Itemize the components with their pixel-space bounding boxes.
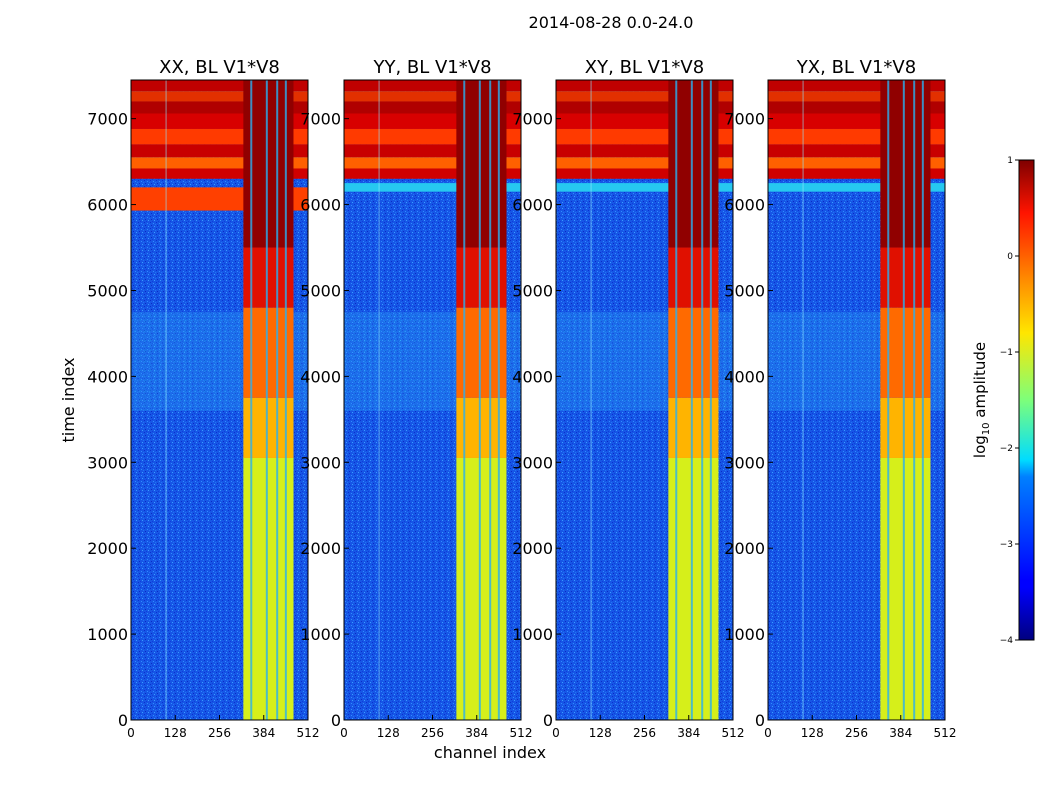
- colorbar: 10−1−2−3−4 log10 amplitude: [971, 156, 1034, 646]
- y-tick-label: 3000: [724, 453, 765, 472]
- panel-4: YX, BL V1*V8 0 128 256 384 512 0 1000 2000 3000 40…: [724, 57, 956, 740]
- y-tick-label: 2000: [300, 539, 341, 558]
- colorbar-tick-label: −1: [1000, 348, 1013, 358]
- colorbar-label-rest: amplitude: [971, 342, 989, 423]
- y-tick-label: 6000: [512, 196, 553, 215]
- panel-title: XX, BL V1*V8: [159, 57, 280, 78]
- y-tick-label: 1000: [300, 625, 341, 644]
- colorbar-label: log10 amplitude: [971, 342, 992, 458]
- x-tick-label: 256: [633, 726, 656, 740]
- y-tick-label: 5000: [87, 281, 128, 300]
- y-tick-label: 6000: [300, 196, 341, 215]
- panel-1: XX, BL V1*V8 0 128 256 384 512 0 1000 2000 3000 40…: [87, 57, 319, 740]
- heatmap-image: [556, 80, 733, 720]
- x-tick-label: 384: [465, 726, 488, 740]
- y-tick-label: 0: [543, 711, 553, 730]
- y-tick-label: 2000: [87, 539, 128, 558]
- heatmap-image: [344, 80, 521, 720]
- y-tick-label: 6000: [724, 196, 765, 215]
- panel-title: YX, BL V1*V8: [796, 57, 916, 78]
- x-tick-label: 0: [127, 726, 135, 740]
- y-tick-label: 4000: [724, 367, 765, 386]
- heatmap-image: [768, 80, 945, 720]
- y-tick-label: 6000: [87, 196, 128, 215]
- x-tick-label: 0: [340, 726, 348, 740]
- colorbar-ticks: 1 0 −1 −2 −3 −4: [1000, 156, 1019, 646]
- x-tick-label: 512: [934, 726, 957, 740]
- x-tick-label: 384: [252, 726, 275, 740]
- panel-title: XY, BL V1*V8: [585, 57, 704, 78]
- colorbar-tick-label: −3: [1000, 540, 1013, 550]
- y-tick-label: 7000: [724, 110, 765, 129]
- x-tick-label: 128: [801, 726, 824, 740]
- y-tick-label: 5000: [724, 281, 765, 300]
- x-tick-label: 512: [510, 726, 533, 740]
- panel-title: YY, BL V1*V8: [372, 57, 491, 78]
- x-tick-label: 256: [845, 726, 868, 740]
- y-tick-label: 4000: [300, 367, 341, 386]
- y-tick-label: 7000: [300, 110, 341, 129]
- y-tick-label: 1000: [512, 625, 553, 644]
- x-tick-label: 0: [552, 726, 560, 740]
- colorbar-gradient: [1019, 160, 1034, 640]
- x-axis-label: channel index: [434, 743, 546, 762]
- figure: 2014-08-28 0.0-24.0 XX, BL V1*V8 0 128 256 3…: [0, 0, 1050, 800]
- colorbar-tick-label: −4: [1000, 636, 1014, 646]
- y-tick-label: 5000: [300, 281, 341, 300]
- colorbar-label-log: log: [971, 435, 989, 458]
- x-tick-label: 128: [164, 726, 187, 740]
- x-tick-label: 128: [377, 726, 400, 740]
- panel-2: YY, BL V1*V8 0 128 256 384 512 0 1000 2000 3000 40…: [300, 57, 532, 740]
- y-tick-label: 0: [331, 711, 341, 730]
- heatmap-image: [131, 80, 308, 720]
- colorbar-tick-label: −2: [1000, 444, 1013, 454]
- y-tick-label: 0: [755, 711, 765, 730]
- y-tick-label: 4000: [512, 367, 553, 386]
- y-tick-label: 3000: [512, 453, 553, 472]
- y-tick-label: 1000: [87, 625, 128, 644]
- y-tick-label: 7000: [512, 110, 553, 129]
- y-tick-label: 3000: [300, 453, 341, 472]
- x-tick-label: 256: [208, 726, 231, 740]
- x-tick-label: 128: [589, 726, 612, 740]
- y-tick-label: 2000: [512, 539, 553, 558]
- y-tick-label: 1000: [724, 625, 765, 644]
- colorbar-tick-label: 1: [1007, 156, 1013, 166]
- y-tick-label: 2000: [724, 539, 765, 558]
- y-tick-label: 5000: [512, 281, 553, 300]
- x-tick-label: 0: [764, 726, 772, 740]
- figure-suptitle: 2014-08-28 0.0-24.0: [529, 13, 694, 32]
- x-tick-label: 512: [722, 726, 745, 740]
- y-tick-label: 4000: [87, 367, 128, 386]
- colorbar-tick-label: 0: [1007, 252, 1013, 262]
- heatmap-panels: XX, BL V1*V8 0 128 256 384 512 0 1000 2000 3000 40…: [87, 57, 956, 740]
- x-tick-label: 384: [677, 726, 700, 740]
- x-tick-label: 256: [421, 726, 444, 740]
- colorbar-label-sub: 10: [981, 422, 992, 435]
- y-tick-label: 7000: [87, 110, 128, 129]
- y-tick-label: 3000: [87, 453, 128, 472]
- y-tick-label: 0: [118, 711, 128, 730]
- panel-3: XY, BL V1*V8 0 128 256 384 512 0 1000 2000 3000 40…: [512, 57, 744, 740]
- x-tick-label: 512: [297, 726, 320, 740]
- x-tick-label: 384: [889, 726, 912, 740]
- y-axis-label: time index: [59, 357, 78, 442]
